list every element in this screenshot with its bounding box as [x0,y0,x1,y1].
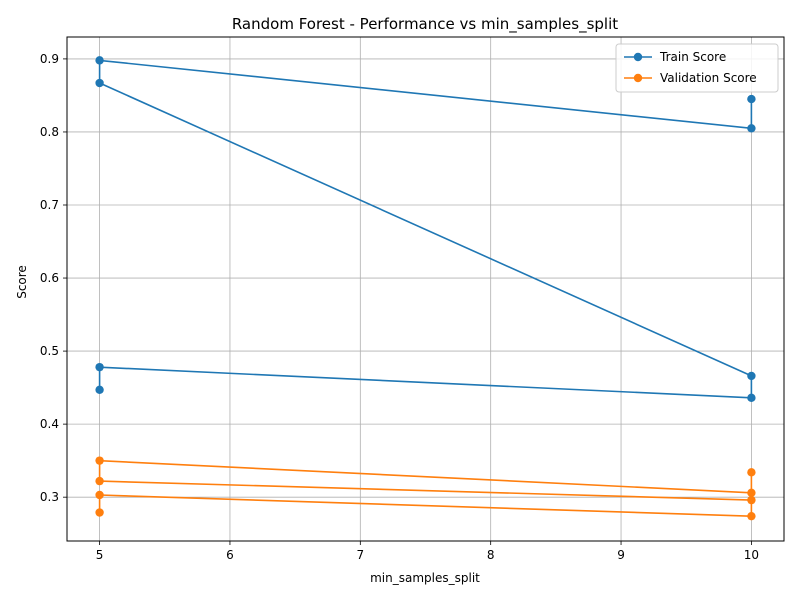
data-point [747,468,756,477]
x-tick-label: 8 [487,548,495,562]
legend-box [615,43,779,93]
data-point [95,456,104,465]
series-layer [95,56,756,521]
data-point [747,511,756,521]
data-point [95,490,104,500]
data-point [95,476,104,486]
data-point [95,78,104,88]
x-tick-label: 10 [744,548,759,562]
y-tick-label: 0.9 [40,52,59,66]
y-tick-label: 0.3 [40,490,59,504]
series-validation-score [95,456,756,521]
x-tick-label: 9 [617,548,625,562]
legend-label: Validation Score [660,71,757,85]
legend-marker [633,52,643,62]
data-point [747,393,756,403]
data-point [95,362,104,372]
y-tick-label: 0.4 [40,417,59,431]
legend-item: Validation Score [624,71,757,85]
data-point [95,385,104,394]
legend: Train Score Validation Score [615,43,779,93]
y-tick-label: 0.5 [40,344,59,358]
data-point [747,488,756,497]
legend-item: Train Score [624,50,726,64]
x-tick-label: 7 [356,548,364,562]
x-tick-label: 5 [96,548,104,562]
data-point [747,495,756,505]
data-point [95,508,104,517]
data-point [747,371,756,381]
chart-title: Random Forest - Performance vs min_sampl… [232,15,618,34]
plot-background [67,37,784,541]
y-axis-label: Score [15,265,29,299]
data-point [747,124,756,133]
x-axis-ticks: 5 6 7 8 9 10 [96,541,759,562]
grid [67,37,784,541]
plot-frame [66,36,785,542]
series-train-score [95,56,756,403]
data-point [95,56,104,65]
series-line [98,59,753,399]
x-tick-label: 6 [226,548,234,562]
plot-area [66,36,785,542]
legend-marker [633,73,643,83]
series-line [98,459,753,518]
y-tick-label: 0.8 [40,125,59,139]
y-tick-label: 0.6 [40,271,59,285]
y-axis-ticks: 0.3 0.4 0.5 0.6 0.7 0.8 0.9 [40,52,67,504]
x-axis-label: min_samples_split [370,571,480,585]
data-point [747,94,756,104]
y-tick-label: 0.7 [40,198,59,212]
legend-label: Train Score [659,50,726,64]
